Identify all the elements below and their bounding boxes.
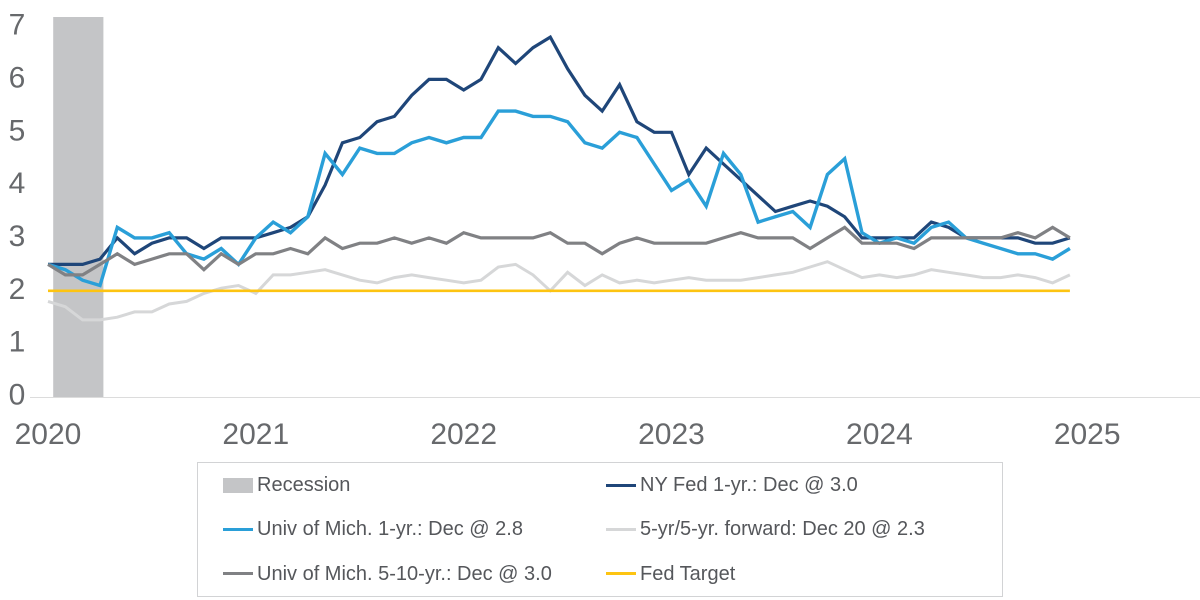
legend-label-recession: Recession (257, 474, 351, 497)
legend-item-umich-1yr: Univ of Mich. 1-yr.: Dec @ 2.8 (223, 507, 606, 551)
y-axis-tick-label: 6 (9, 61, 26, 94)
y-axis-tick-label: 3 (9, 220, 26, 253)
x-axis-tick-label: 2021 (222, 418, 289, 451)
legend-item-forward-5yr5yr: 5-yr/5-yr. forward: Dec 20 @ 2.3 (606, 507, 1002, 551)
y-axis-tick-label: 2 (9, 273, 26, 306)
legend-label-umich-5-10yr: Univ of Mich. 5-10-yr.: Dec @ 3.0 (257, 562, 552, 585)
legend-label-fed-target: Fed Target (640, 562, 736, 585)
legend-item-fed-target: Fed Target (606, 552, 1002, 596)
y-axis-tick-label: 7 (9, 9, 26, 42)
y-axis-tick-label: 1 (9, 326, 26, 359)
legend-item-recession: Recession (223, 463, 606, 507)
y-axis-tick-label: 0 (9, 379, 26, 412)
fed-target-line-swatch (606, 572, 636, 576)
legend-item-umich-5-10yr: Univ of Mich. 5-10-yr.: Dec @ 3.0 (223, 552, 606, 596)
legend-label-ny-fed-1yr: NY Fed 1-yr.: Dec @ 3.0 (640, 474, 858, 497)
legend-label-umich-1yr: Univ of Mich. 1-yr.: Dec @ 2.8 (257, 518, 523, 541)
series-line-forward-5yr5yr (47, 260, 1071, 322)
legend-label-forward-5yr5yr: 5-yr/5-yr. forward: Dec 20 @ 2.3 (640, 518, 925, 541)
umich-1yr-line-swatch (223, 527, 253, 531)
series-line-ny-fed-1yr (48, 34, 1071, 266)
series-line-umich-5-10yr (47, 225, 1071, 277)
ny-fed-1yr-line-swatch (606, 483, 636, 487)
legend-item-ny-fed-1yr: NY Fed 1-yr.: Dec @ 3.0 (606, 463, 1002, 507)
recession-patch-swatch (223, 477, 253, 493)
x-axis-tick-label: 2025 (1054, 418, 1121, 451)
umich-5-10yr-line-swatch (223, 572, 253, 576)
x-axis-tick-label: 2020 (15, 418, 82, 451)
x-axis-tick-label: 2023 (638, 418, 705, 451)
x-axis-tick-label: 2022 (430, 418, 497, 451)
x-axis-tick-label: 2024 (846, 418, 913, 451)
series-line-umich-1yr (47, 109, 1071, 288)
recession-band (53, 17, 104, 398)
y-axis-tick-label: 4 (9, 167, 26, 200)
y-axis-tick-label: 5 (9, 114, 26, 147)
chart-legend: Recession NY Fed 1-yr.: Dec @ 3.0 Univ of … (197, 462, 1003, 597)
forward-5yr5yr-line-swatch (606, 527, 636, 531)
